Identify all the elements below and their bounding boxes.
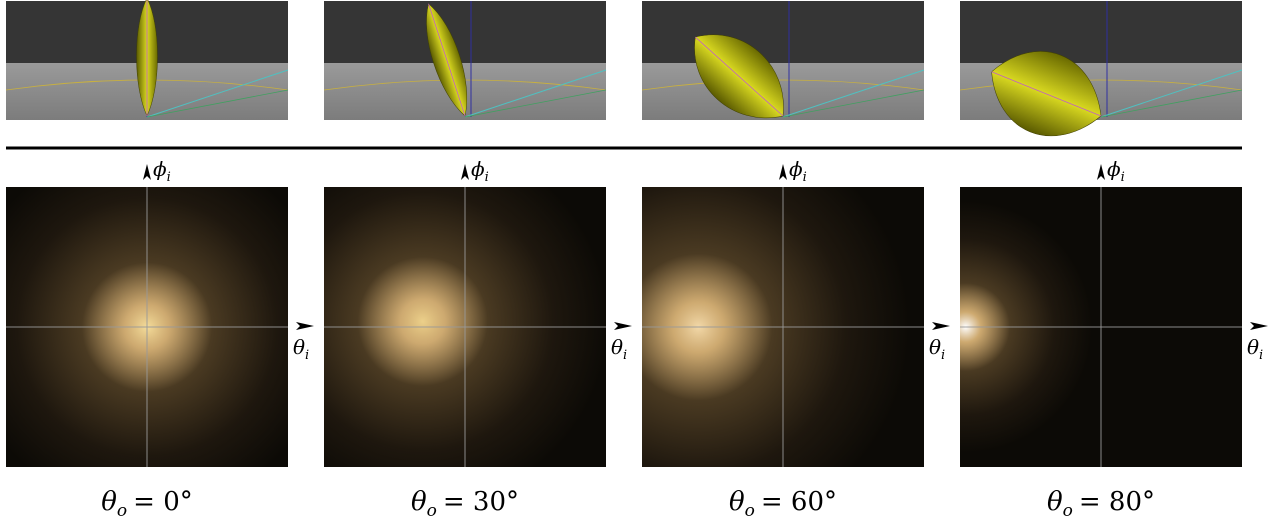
theta-arrow [614, 322, 632, 330]
caption: θo = 0° [101, 487, 193, 520]
lobe-axis [695, 36, 784, 117]
symbol: θ [611, 335, 623, 359]
caption: θo = 60° [729, 487, 837, 520]
render-axis [146, 89, 289, 118]
subscript: o [745, 501, 755, 520]
symbol: ϕ [153, 157, 167, 181]
symbol: θ [101, 487, 117, 517]
subscript: i [305, 348, 309, 363]
phi-label: ϕi [471, 157, 489, 185]
subscript: o [427, 501, 437, 520]
subscript: i [485, 170, 489, 185]
symbol: ϕ [471, 157, 485, 181]
phi-arrow [1097, 164, 1105, 180]
render-axis [1100, 69, 1243, 118]
symbol: ϕ [789, 157, 803, 181]
symbol: θ [1247, 335, 1259, 359]
subscript: i [167, 170, 171, 185]
phi-label: ϕi [153, 157, 171, 185]
symbol: θ [1047, 487, 1063, 517]
lobe [136, 0, 158, 117]
lobe-axis [991, 71, 1102, 117]
render-axis [146, 69, 289, 118]
phi-arrow [143, 164, 151, 180]
phi-label: ϕi [1107, 157, 1125, 185]
rest: = 80° [1079, 487, 1155, 517]
rest: = 0° [133, 487, 193, 517]
render-sky [324, 1, 606, 63]
theta-label: θi [1247, 335, 1263, 363]
phi-arrow [779, 164, 787, 180]
symbol: θ [729, 487, 745, 517]
phi-label: ϕi [789, 157, 807, 185]
render-sky [642, 1, 924, 63]
render-axis [782, 89, 925, 118]
symbol: ϕ [1107, 157, 1121, 181]
theta-arrow [1250, 322, 1268, 330]
lobe [694, 34, 784, 118]
render-ring [641, 79, 925, 91]
rest: = 60° [761, 487, 837, 517]
render-axis [782, 69, 925, 118]
subscript: i [623, 348, 627, 363]
subscript: i [1259, 348, 1263, 363]
subscript: i [803, 170, 807, 185]
render-axis [464, 89, 607, 118]
lobe [426, 3, 468, 117]
caption: θo = 30° [411, 487, 519, 520]
theta-label: θi [611, 335, 627, 363]
theta-arrow [296, 322, 314, 330]
rest: = 30° [443, 487, 519, 517]
theta-arrow [932, 322, 950, 330]
render-axis [1100, 89, 1243, 118]
caption: θo = 80° [1047, 487, 1155, 520]
theta-label: θi [293, 335, 309, 363]
subscript: i [941, 348, 945, 363]
lobe-axis [428, 3, 466, 117]
theta-label: θi [929, 335, 945, 363]
subscript: i [1121, 170, 1125, 185]
symbol: θ [929, 335, 941, 359]
subscript: o [1063, 501, 1073, 520]
lobe [991, 51, 1102, 137]
symbol: θ [411, 487, 427, 517]
phi-arrow [461, 164, 469, 180]
symbol: θ [293, 335, 305, 359]
render-axis [464, 69, 607, 118]
render-sky [960, 1, 1242, 63]
subscript: o [117, 501, 127, 520]
